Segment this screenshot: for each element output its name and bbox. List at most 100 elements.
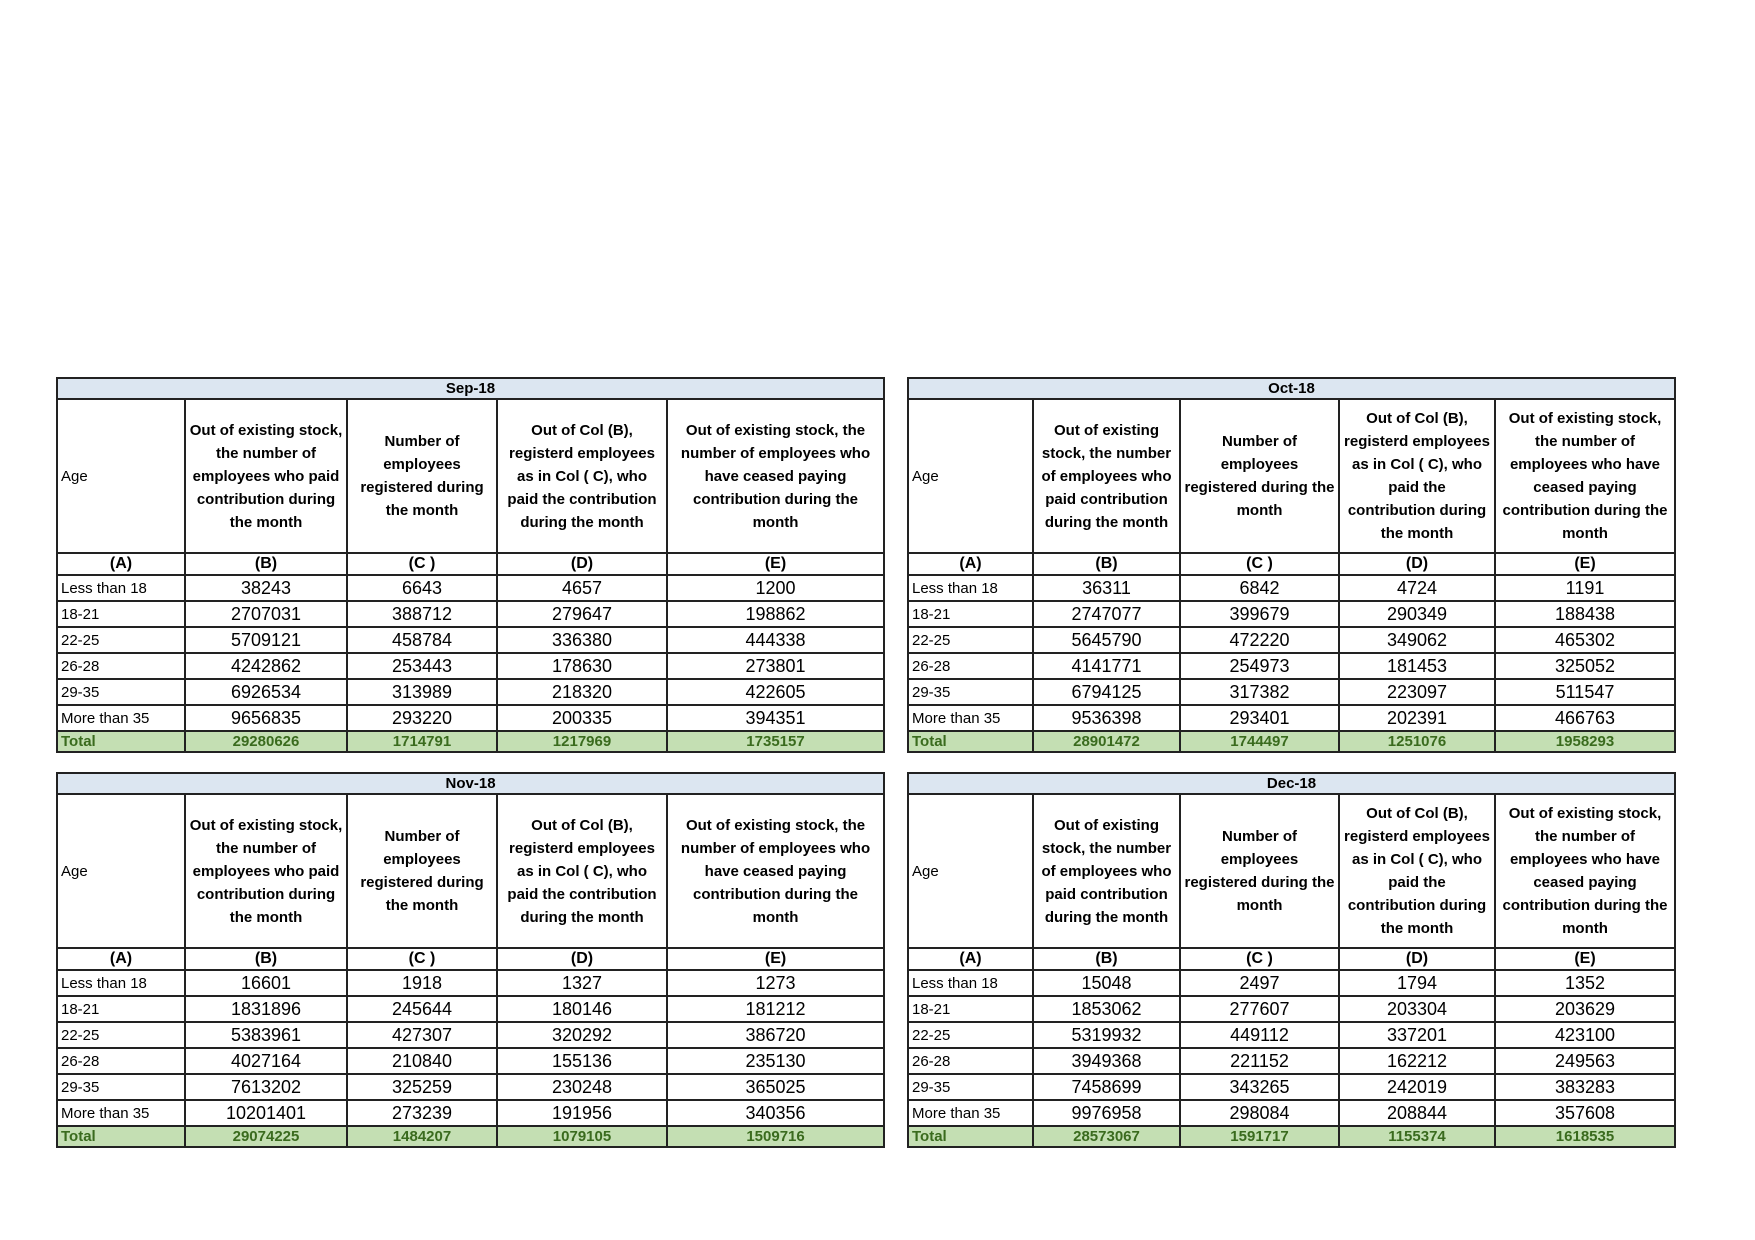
data-cell: 317382 bbox=[1179, 678, 1340, 706]
total-row: Total 29074225 1484207 1079105 1509716 bbox=[56, 1125, 886, 1148]
data-row: 26-28 4141771 254973 181453 325052 bbox=[907, 652, 1676, 680]
column-letter: (A) bbox=[56, 552, 186, 576]
data-cell: 1200 bbox=[665, 574, 886, 602]
column-letter: (B) bbox=[1032, 552, 1181, 576]
column-letter: (B) bbox=[1032, 947, 1181, 971]
data-cell: 427307 bbox=[346, 1021, 498, 1049]
letter-row: (A) (B) (C ) (D) (E) bbox=[907, 552, 1676, 576]
data-row: Less than 18 15048 2497 1794 1352 bbox=[907, 969, 1677, 997]
data-cell: 383283 bbox=[1493, 1073, 1677, 1101]
column-header: Out of existing stock, the number of emp… bbox=[665, 793, 886, 949]
data-cell: 15048 bbox=[1032, 969, 1181, 997]
total-cell: 1735157 bbox=[665, 730, 886, 753]
data-cell: 472220 bbox=[1179, 626, 1340, 654]
data-cell: 6794125 bbox=[1032, 678, 1181, 706]
data-cell: 7613202 bbox=[184, 1073, 348, 1101]
column-letter: (D) bbox=[496, 947, 668, 971]
column-letter: (E) bbox=[1494, 552, 1676, 576]
table-body: Oct-18 Age Out of existing stock, the numb… bbox=[907, 377, 1676, 753]
total-cell: 1079105 bbox=[496, 1125, 668, 1148]
data-cell: 202391 bbox=[1338, 704, 1496, 732]
data-row: Less than 18 16601 1918 1327 1273 bbox=[56, 969, 886, 997]
data-cell: 340356 bbox=[665, 1099, 886, 1127]
data-row: More than 35 10201401 273239 191956 340356 bbox=[56, 1099, 886, 1127]
data-cell: 423100 bbox=[1493, 1021, 1677, 1049]
data-row: More than 35 9656835 293220 200335 394351 bbox=[56, 704, 886, 732]
column-header: Out of Col (B), registerd employees as i… bbox=[496, 793, 668, 949]
data-cell: 235130 bbox=[665, 1047, 886, 1075]
total-cell: 29074225 bbox=[184, 1125, 348, 1148]
data-row: 29-35 6926534 313989 218320 422605 bbox=[56, 678, 886, 706]
total-cell: 1744497 bbox=[1179, 730, 1340, 753]
total-label: Total bbox=[56, 730, 186, 753]
total-row: Total 28901472 1744497 1251076 1958293 bbox=[907, 730, 1676, 753]
data-cell: 365025 bbox=[665, 1073, 886, 1101]
column-header: Number of employees registered during th… bbox=[1179, 398, 1340, 554]
data-cell: 4027164 bbox=[184, 1047, 348, 1075]
data-row: 26-28 4242862 253443 178630 273801 bbox=[56, 652, 886, 680]
data-cell: 7458699 bbox=[1032, 1073, 1181, 1101]
data-cell: 1853062 bbox=[1032, 995, 1181, 1023]
total-cell: 1714791 bbox=[346, 730, 498, 753]
data-cell: 343265 bbox=[1179, 1073, 1340, 1101]
age-label: 22-25 bbox=[907, 1021, 1034, 1049]
data-cell: 1794 bbox=[1338, 969, 1496, 997]
data-cell: 293220 bbox=[346, 704, 498, 732]
column-letter: (C ) bbox=[1179, 947, 1340, 971]
data-row: Less than 18 38243 6643 4657 1200 bbox=[56, 574, 886, 602]
age-label: Less than 18 bbox=[56, 574, 186, 602]
column-header: Out of existing stock, the number of emp… bbox=[1032, 793, 1181, 949]
age-label: More than 35 bbox=[907, 1099, 1034, 1127]
table-body: Dec-18 Age Out of existing stock, the numb… bbox=[906, 772, 1677, 1148]
data-cell: 449112 bbox=[1179, 1021, 1340, 1049]
data-row: 18-21 1853062 277607 203304 203629 bbox=[907, 995, 1677, 1023]
column-header: Out of existing stock, the number of emp… bbox=[184, 398, 348, 554]
data-cell: 180146 bbox=[496, 995, 668, 1023]
column-header: Out of existing stock, the number of emp… bbox=[1493, 793, 1677, 949]
column-header: Out of Col (B), registerd employees as i… bbox=[1338, 398, 1496, 554]
age-label: 29-35 bbox=[907, 1073, 1034, 1101]
column-letter: (A) bbox=[907, 552, 1034, 576]
data-cell: 221152 bbox=[1179, 1047, 1340, 1075]
age-label: 29-35 bbox=[56, 1073, 186, 1101]
column-header: Out of existing stock, the number of emp… bbox=[1032, 398, 1181, 554]
table-body: Nov-18 Age Out of existing stock, the numb… bbox=[55, 772, 886, 1148]
data-cell: 273239 bbox=[346, 1099, 498, 1127]
age-label: More than 35 bbox=[907, 704, 1034, 732]
total-label: Total bbox=[907, 1125, 1034, 1148]
data-cell: 2497 bbox=[1179, 969, 1340, 997]
table-title: Nov-18 bbox=[55, 772, 886, 795]
data-cell: 466763 bbox=[1494, 704, 1676, 732]
column-header: Number of employees registered during th… bbox=[1179, 793, 1340, 949]
total-row: Total 29280626 1714791 1217969 1735157 bbox=[56, 730, 886, 753]
data-cell: 293401 bbox=[1179, 704, 1340, 732]
title-row: Oct-18 bbox=[907, 377, 1676, 400]
age-label: Less than 18 bbox=[907, 969, 1034, 997]
column-header: Out of Col (B), registerd employees as i… bbox=[1338, 793, 1496, 949]
column-letter: (C ) bbox=[1179, 552, 1340, 576]
data-cell: 223097 bbox=[1338, 678, 1496, 706]
data-cell: 4657 bbox=[496, 574, 668, 602]
data-cell: 325052 bbox=[1494, 652, 1676, 680]
header-row: Age Out of existing stock, the number of … bbox=[56, 793, 886, 949]
data-cell: 298084 bbox=[1179, 1099, 1340, 1127]
data-row: 26-28 3949368 221152 162212 249563 bbox=[907, 1047, 1677, 1075]
data-cell: 5709121 bbox=[184, 626, 348, 654]
data-cell: 210840 bbox=[346, 1047, 498, 1075]
data-cell: 178630 bbox=[496, 652, 668, 680]
column-letter: (B) bbox=[184, 947, 348, 971]
data-cell: 242019 bbox=[1338, 1073, 1496, 1101]
data-cell: 277607 bbox=[1179, 995, 1340, 1023]
data-table: Oct-18 Age Out of existing stock, the numb… bbox=[907, 377, 1676, 753]
data-cell: 1918 bbox=[346, 969, 498, 997]
column-header: Number of employees registered during th… bbox=[346, 398, 498, 554]
data-cell: 1352 bbox=[1493, 969, 1677, 997]
data-table: Nov-18 Age Out of existing stock, the numb… bbox=[55, 772, 886, 1148]
age-label: 22-25 bbox=[56, 1021, 186, 1049]
column-letter: (D) bbox=[1338, 552, 1496, 576]
data-row: More than 35 9976958 298084 208844 357608 bbox=[907, 1099, 1677, 1127]
data-cell: 10201401 bbox=[184, 1099, 348, 1127]
data-cell: 4141771 bbox=[1032, 652, 1181, 680]
total-label: Total bbox=[56, 1125, 186, 1148]
data-cell: 511547 bbox=[1494, 678, 1676, 706]
